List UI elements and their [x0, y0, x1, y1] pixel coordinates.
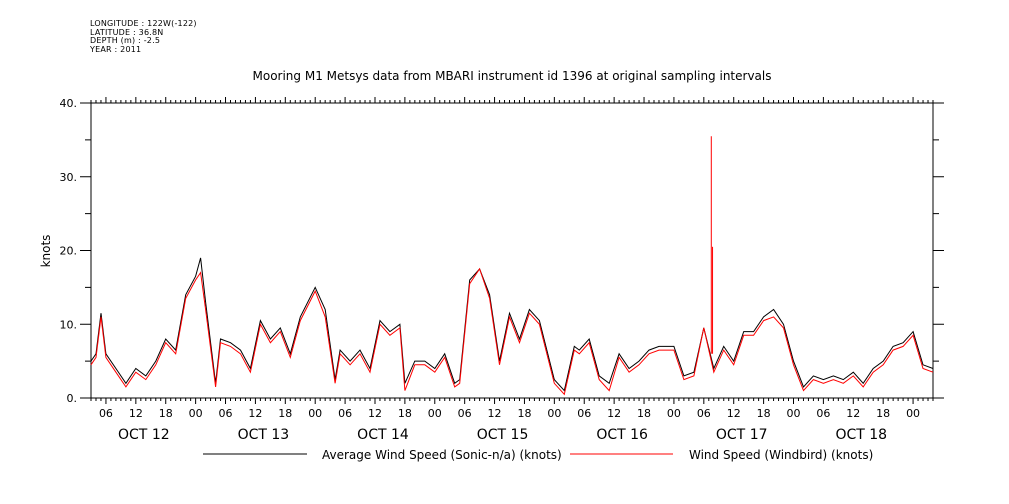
x-hour-label: 12 [846, 407, 860, 420]
x-hour-label: 06 [458, 407, 472, 420]
x-day-label: OCT 14 [357, 427, 409, 443]
legend: Average Wind Speed (Sonic-n/a) (knots) W… [203, 448, 873, 462]
longitude-label: LONGITUDE : 122W(-122) [90, 19, 197, 28]
x-hour-label: 18 [757, 407, 771, 420]
legend-label-windbird: Wind Speed (Windbird) (knots) [689, 448, 873, 462]
x-hour-label: 18 [876, 407, 890, 420]
x-hour-label: 06 [697, 407, 711, 420]
x-day-label: OCT 18 [835, 427, 887, 443]
x-hour-label: 00 [428, 407, 442, 420]
y-tick-label: 40. [60, 97, 78, 110]
year-label: YEAR : 2011 [90, 44, 142, 54]
legend-label-avg: Average Wind Speed (Sonic-n/a) (knots) [322, 448, 562, 462]
series-average-wind-speed [90, 257, 934, 392]
x-hour-label: 06 [816, 407, 830, 420]
x-hour-label: 12 [607, 407, 621, 420]
x-hour-label: 12 [248, 407, 262, 420]
x-hour-label: 00 [308, 407, 322, 420]
latitude-label: LATITUDE : 36.8N [90, 27, 164, 37]
metadata-block: LONGITUDE : 122W(-122) LATITUDE : 36.8N … [90, 19, 197, 54]
plot-axes: 0. 10. 20. 30. 40. 06 12 18 00 06 12 18 00 06 12 18 00 06… [60, 97, 944, 443]
x-hour-label: 18 [278, 407, 292, 420]
x-day-label: OCT 15 [477, 427, 529, 443]
x-hour-label: 06 [577, 407, 591, 420]
x-hour-label: 00 [786, 407, 800, 420]
plot-frame [90, 102, 934, 399]
x-hour-label: 00 [906, 407, 920, 420]
y-tick-label: 10. [60, 318, 78, 331]
x-hour-label: 18 [637, 407, 651, 420]
x-hour-label: 12 [727, 407, 741, 420]
x-hour-label: 06 [219, 407, 233, 420]
depth-label: DEPTH (m) : -2.5 [90, 36, 161, 46]
chart-title: Mooring M1 Metsys data from MBARI instru… [253, 69, 772, 83]
x-hour-label: 18 [398, 407, 412, 420]
x-hour-label: 06 [99, 407, 113, 420]
x-day-label: OCT 13 [238, 427, 290, 443]
x-hour-label: 12 [488, 407, 502, 420]
y-tick-label: 20. [60, 245, 78, 258]
y-tick-label: 0. [67, 392, 78, 405]
y-tick-label: 30. [60, 171, 78, 184]
x-hour-label: 18 [159, 407, 173, 420]
x-day-label: OCT 16 [596, 427, 648, 443]
x-hour-label: 00 [189, 407, 203, 420]
x-hour-label: 00 [547, 407, 561, 420]
x-hour-label: 12 [368, 407, 382, 420]
x-day-label: OCT 12 [118, 427, 170, 443]
x-day-label: OCT 17 [716, 427, 768, 443]
x-hour-label: 12 [129, 407, 143, 420]
y-axis-label: knots [39, 235, 53, 268]
series-layer [90, 136, 934, 396]
x-hour-label: 00 [667, 407, 681, 420]
x-hour-label: 18 [517, 407, 531, 420]
series-windbird-wind-speed [90, 267, 934, 396]
x-hour-label: 06 [338, 407, 352, 420]
